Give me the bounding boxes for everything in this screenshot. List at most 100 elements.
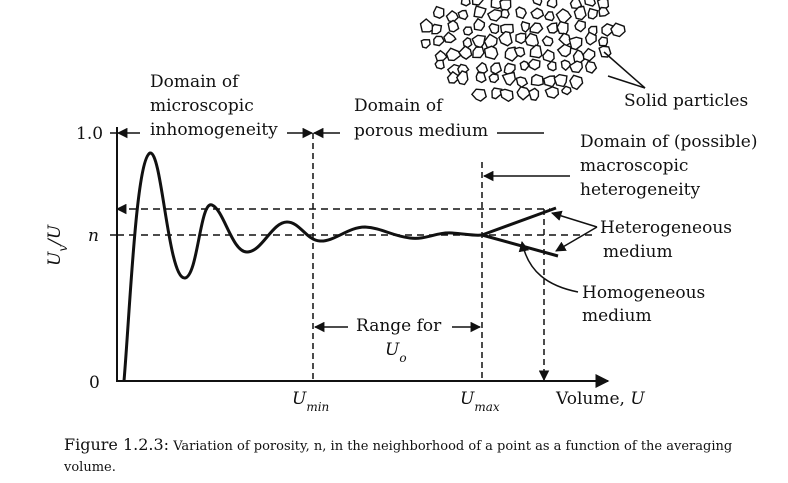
solid-particle <box>544 86 560 99</box>
solid-particle <box>513 46 526 58</box>
solid-particle <box>488 73 500 84</box>
solid-particles-pointer-2 <box>607 75 646 89</box>
solid-particle <box>569 74 584 91</box>
solid-particle <box>516 86 532 101</box>
solid-particle <box>460 0 471 7</box>
solid-particle <box>527 58 541 71</box>
solid-particle <box>483 33 498 49</box>
solid-particle <box>584 0 597 7</box>
heterogeneous-pointer-1 <box>550 210 598 228</box>
solid-particle <box>473 17 486 32</box>
porosity-curve <box>122 151 483 382</box>
solid-particle <box>529 44 543 59</box>
caption-text: Variation of porosity, n, in the neighbo… <box>64 439 733 475</box>
range-u0-label: Uo <box>385 340 407 365</box>
solid-particle <box>431 23 443 35</box>
solid-particle <box>574 19 586 33</box>
solid-particle <box>546 0 558 9</box>
solid-particle <box>568 36 583 51</box>
y-tick-zero: 0 <box>89 373 100 393</box>
solid-particle <box>529 22 544 34</box>
solid-particle <box>546 22 559 34</box>
x-label-umax: Umax <box>460 389 500 414</box>
y-tick-n: n <box>88 226 99 246</box>
solid-particle <box>445 47 462 62</box>
homogeneous-pointer <box>518 240 579 293</box>
solid-particle <box>555 8 573 25</box>
solid-particle <box>542 49 555 63</box>
solid-particle <box>568 60 584 74</box>
solid-particle <box>530 73 544 87</box>
homogeneous-label: Homogeneous medium <box>582 283 711 326</box>
solid-particle <box>515 32 527 45</box>
solid-particle <box>433 35 445 47</box>
solid-particle <box>471 34 487 49</box>
solid-particle <box>528 87 540 101</box>
solid-particle <box>455 70 469 86</box>
solid-particle <box>486 8 503 22</box>
heterogeneous-label: Heterogeneous medium <box>600 218 737 262</box>
solid-particle <box>587 7 599 20</box>
heterogeneous-curve <box>481 206 557 237</box>
solid-particle <box>443 31 457 44</box>
solid-particle <box>598 6 610 17</box>
y-tick-top: 1.0 <box>76 124 103 144</box>
x-label-umin: Umin <box>292 389 329 414</box>
x-axis-label: Volume, U <box>555 389 645 409</box>
domain-micro-label: Domain of microscopic inhomogeneity <box>150 72 278 140</box>
solid-particle <box>473 5 487 19</box>
solid-particle <box>419 18 435 33</box>
solid-particle <box>530 7 545 20</box>
solid-particle <box>447 19 460 33</box>
solid-particle <box>560 59 572 72</box>
solid-particle <box>500 8 510 19</box>
solid-particle <box>432 5 445 19</box>
solid-particle <box>475 71 487 84</box>
solid-particle <box>462 26 474 36</box>
solid-particles-illustration <box>419 0 626 103</box>
solid-particle <box>542 75 556 88</box>
solid-particle <box>556 43 572 58</box>
solid-particle <box>501 71 517 87</box>
figure-caption: Figure 1.2.3: Variation of porosity, n, … <box>64 434 764 478</box>
solid-particle <box>515 6 527 20</box>
domain-macro-label: Domain of (possible) macroscopic heterog… <box>580 132 763 200</box>
solid-particle <box>546 60 557 72</box>
solid-particle <box>532 0 543 7</box>
solid-particle <box>483 45 499 61</box>
solid-particle <box>584 60 598 74</box>
solid-particle <box>610 22 626 38</box>
solid-particle <box>598 36 609 47</box>
heterogeneous-pointer-2 <box>555 226 598 252</box>
y-axis-label: Uv/U <box>45 224 70 266</box>
solid-particle <box>420 38 431 49</box>
solid-particle <box>601 23 614 37</box>
solid-particle <box>553 73 568 88</box>
homogeneous-curve <box>481 233 559 258</box>
domain-porous-label: Domain of porous medium <box>354 96 488 141</box>
solid-particle <box>561 85 572 96</box>
solid-particle <box>498 30 513 47</box>
range-for-label: Range for <box>356 316 442 336</box>
solid-particle <box>499 88 514 103</box>
solid-particles-pointer-1 <box>603 51 646 89</box>
solid-particle <box>491 87 503 100</box>
solid-particle <box>472 46 485 59</box>
solid-particle <box>573 5 587 21</box>
solid-particle <box>470 88 487 102</box>
solid-particle <box>519 60 530 71</box>
solid-particle <box>471 0 484 6</box>
solid-particle <box>544 11 555 22</box>
solid-particle <box>584 31 597 46</box>
solid-particle <box>520 20 531 34</box>
solid-particle <box>598 45 612 58</box>
solid-particle <box>457 9 469 21</box>
caption-label: Figure 1.2.3: <box>64 435 170 454</box>
solid-particle <box>582 47 596 62</box>
solid-particles-label: Solid particles <box>624 91 748 111</box>
solid-particle <box>434 59 445 70</box>
solid-particle <box>515 76 529 89</box>
solid-particle <box>457 45 473 60</box>
solid-particle <box>541 35 554 47</box>
